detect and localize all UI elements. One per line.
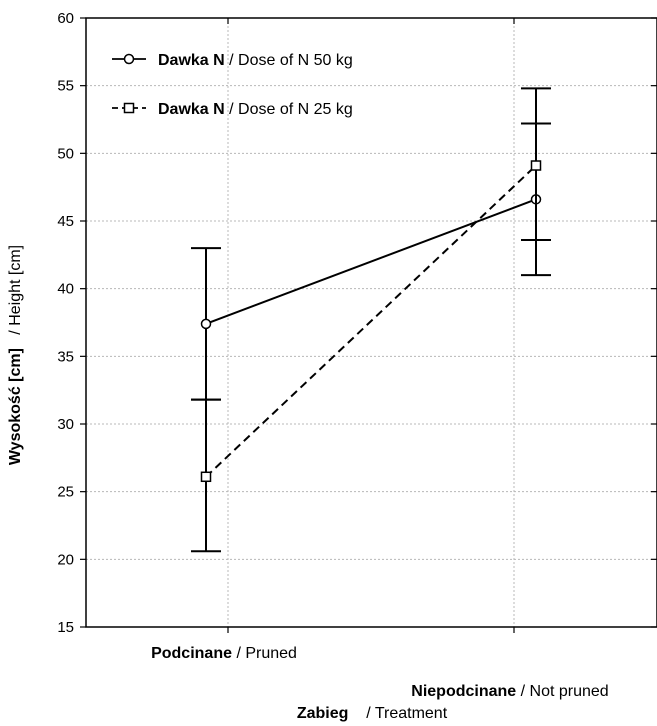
x-tick-label: Podcinane / Pruned (151, 645, 297, 662)
y-tick-label: 35 (57, 348, 74, 365)
data-point-circle (200, 318, 212, 330)
x-axis-title-english: / Treatment (366, 705, 447, 722)
legend-label-bold: Dawka N (158, 52, 229, 69)
legend-label-normal: / Dose of N 50 kg (229, 52, 353, 69)
x-tick-label-bold: Niepodcinane (411, 683, 520, 700)
series-1 (191, 122, 551, 401)
series-line (205, 164, 537, 478)
legend-item: Dawka N / Dose of N 50 kg (112, 52, 353, 69)
y-axis-title: Wysokość [cm] / Height [cm] (7, 245, 24, 465)
y-axis-title-bold: Wysokość [cm] (7, 348, 24, 465)
y-tick-label: 25 (57, 484, 74, 501)
data-point-square (200, 471, 212, 483)
y-axis-title-normal (7, 339, 24, 343)
x-tick-label-normal: / Not pruned (521, 683, 609, 700)
x-tick-label-bold: Podcinane (151, 645, 236, 662)
series-2 (191, 87, 551, 553)
series-line (205, 198, 537, 325)
y-tick-label: 40 (57, 281, 74, 298)
y-tick-label: 20 (57, 551, 74, 568)
y-tick-label: 50 (57, 145, 74, 162)
y-axis-title-english: / Height [cm] (7, 245, 24, 335)
legend-marker-circle (123, 53, 135, 65)
x-tick-label: Niepodcinane / Not pruned (411, 683, 608, 700)
y-tick-label: 45 (57, 213, 74, 230)
legend-marker-square (123, 102, 135, 114)
y-tick-label: 15 (57, 619, 74, 636)
legend-item: Dawka N / Dose of N 25 kg (112, 101, 353, 118)
x-axis-title-spacer (353, 705, 362, 722)
grid-lines (86, 18, 657, 627)
legend-label: Dawka N / Dose of N 25 kg (158, 101, 353, 118)
legend-label-normal: / Dose of N 25 kg (229, 101, 353, 118)
legend-label-bold: Dawka N (158, 101, 229, 118)
y-tick-label: 55 (57, 78, 74, 95)
series (191, 87, 551, 553)
x-axis-title: Zabieg / Treatment (297, 705, 448, 722)
x-axis: Podcinane / Pruned Niepodcinane / Not pru… (151, 18, 609, 700)
x-tick-label-normal: / Pruned (236, 645, 296, 662)
y-tick-label: 60 (57, 10, 74, 27)
data-point-square (530, 160, 542, 171)
legend-label: Dawka N / Dose of N 50 kg (158, 52, 353, 69)
y-tick-label: 30 (57, 416, 74, 433)
x-axis-title-bold: Zabieg (297, 705, 349, 722)
y-axis: 15 20 25 30 35 40 45 50 55 60 (57, 10, 657, 636)
plot-area (85, 17, 657, 628)
